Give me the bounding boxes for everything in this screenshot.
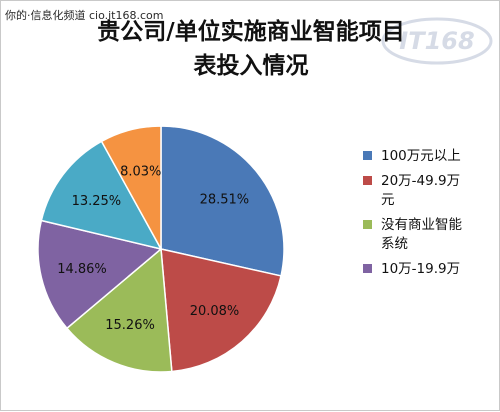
legend-item: 10万-19.9万 — [363, 260, 463, 279]
legend-item: 没有商业智能系统 — [363, 216, 463, 254]
pie-slice — [160, 248, 282, 373]
it168-watermark-logo: IT168 — [381, 17, 493, 65]
legend-label: 100万元以上 — [381, 148, 461, 164]
slice-data-label: 14.86% — [57, 262, 107, 277]
legend: 100万元以上 20万-49.9万元 没有商业智能系统 10万-19.9万 — [363, 147, 463, 285]
slice-data-label: 8.03% — [120, 164, 161, 179]
slice-data-label: 20.08% — [190, 304, 240, 319]
legend-swatch — [363, 220, 372, 229]
pie-slice — [40, 140, 163, 251]
legend-label: 没有商业智能系统 — [381, 217, 462, 252]
pie-slice — [37, 219, 163, 330]
legend-item: 20万-49.9万元 — [363, 172, 463, 210]
chart-title-line-1: 贵公司/单位实施商业智能项目 — [97, 19, 405, 45]
chart-title-line-2: 表投入情况 — [193, 53, 309, 79]
legend-label: 20万-49.9万元 — [381, 173, 461, 208]
pie-slice — [100, 125, 162, 250]
source-caption: 你的·信息化频道 cio.it168.com — [5, 9, 164, 22]
legend-swatch — [363, 264, 372, 273]
pie-slice — [160, 125, 285, 277]
chart-title: 贵公司/单位实施商业智能项目 表投入情况 — [1, 15, 500, 83]
slice-data-label: 28.51% — [200, 192, 250, 207]
legend-label: 10万-19.9万 — [381, 261, 461, 277]
legend-swatch — [363, 176, 372, 185]
pie-slice — [65, 247, 173, 373]
slice-data-label: 15.26% — [105, 318, 155, 333]
legend-swatch — [363, 151, 372, 160]
legend-item: 100万元以上 — [363, 147, 463, 166]
svg-text:IT168: IT168 — [399, 27, 474, 55]
slice-data-label: 13.25% — [72, 194, 122, 209]
